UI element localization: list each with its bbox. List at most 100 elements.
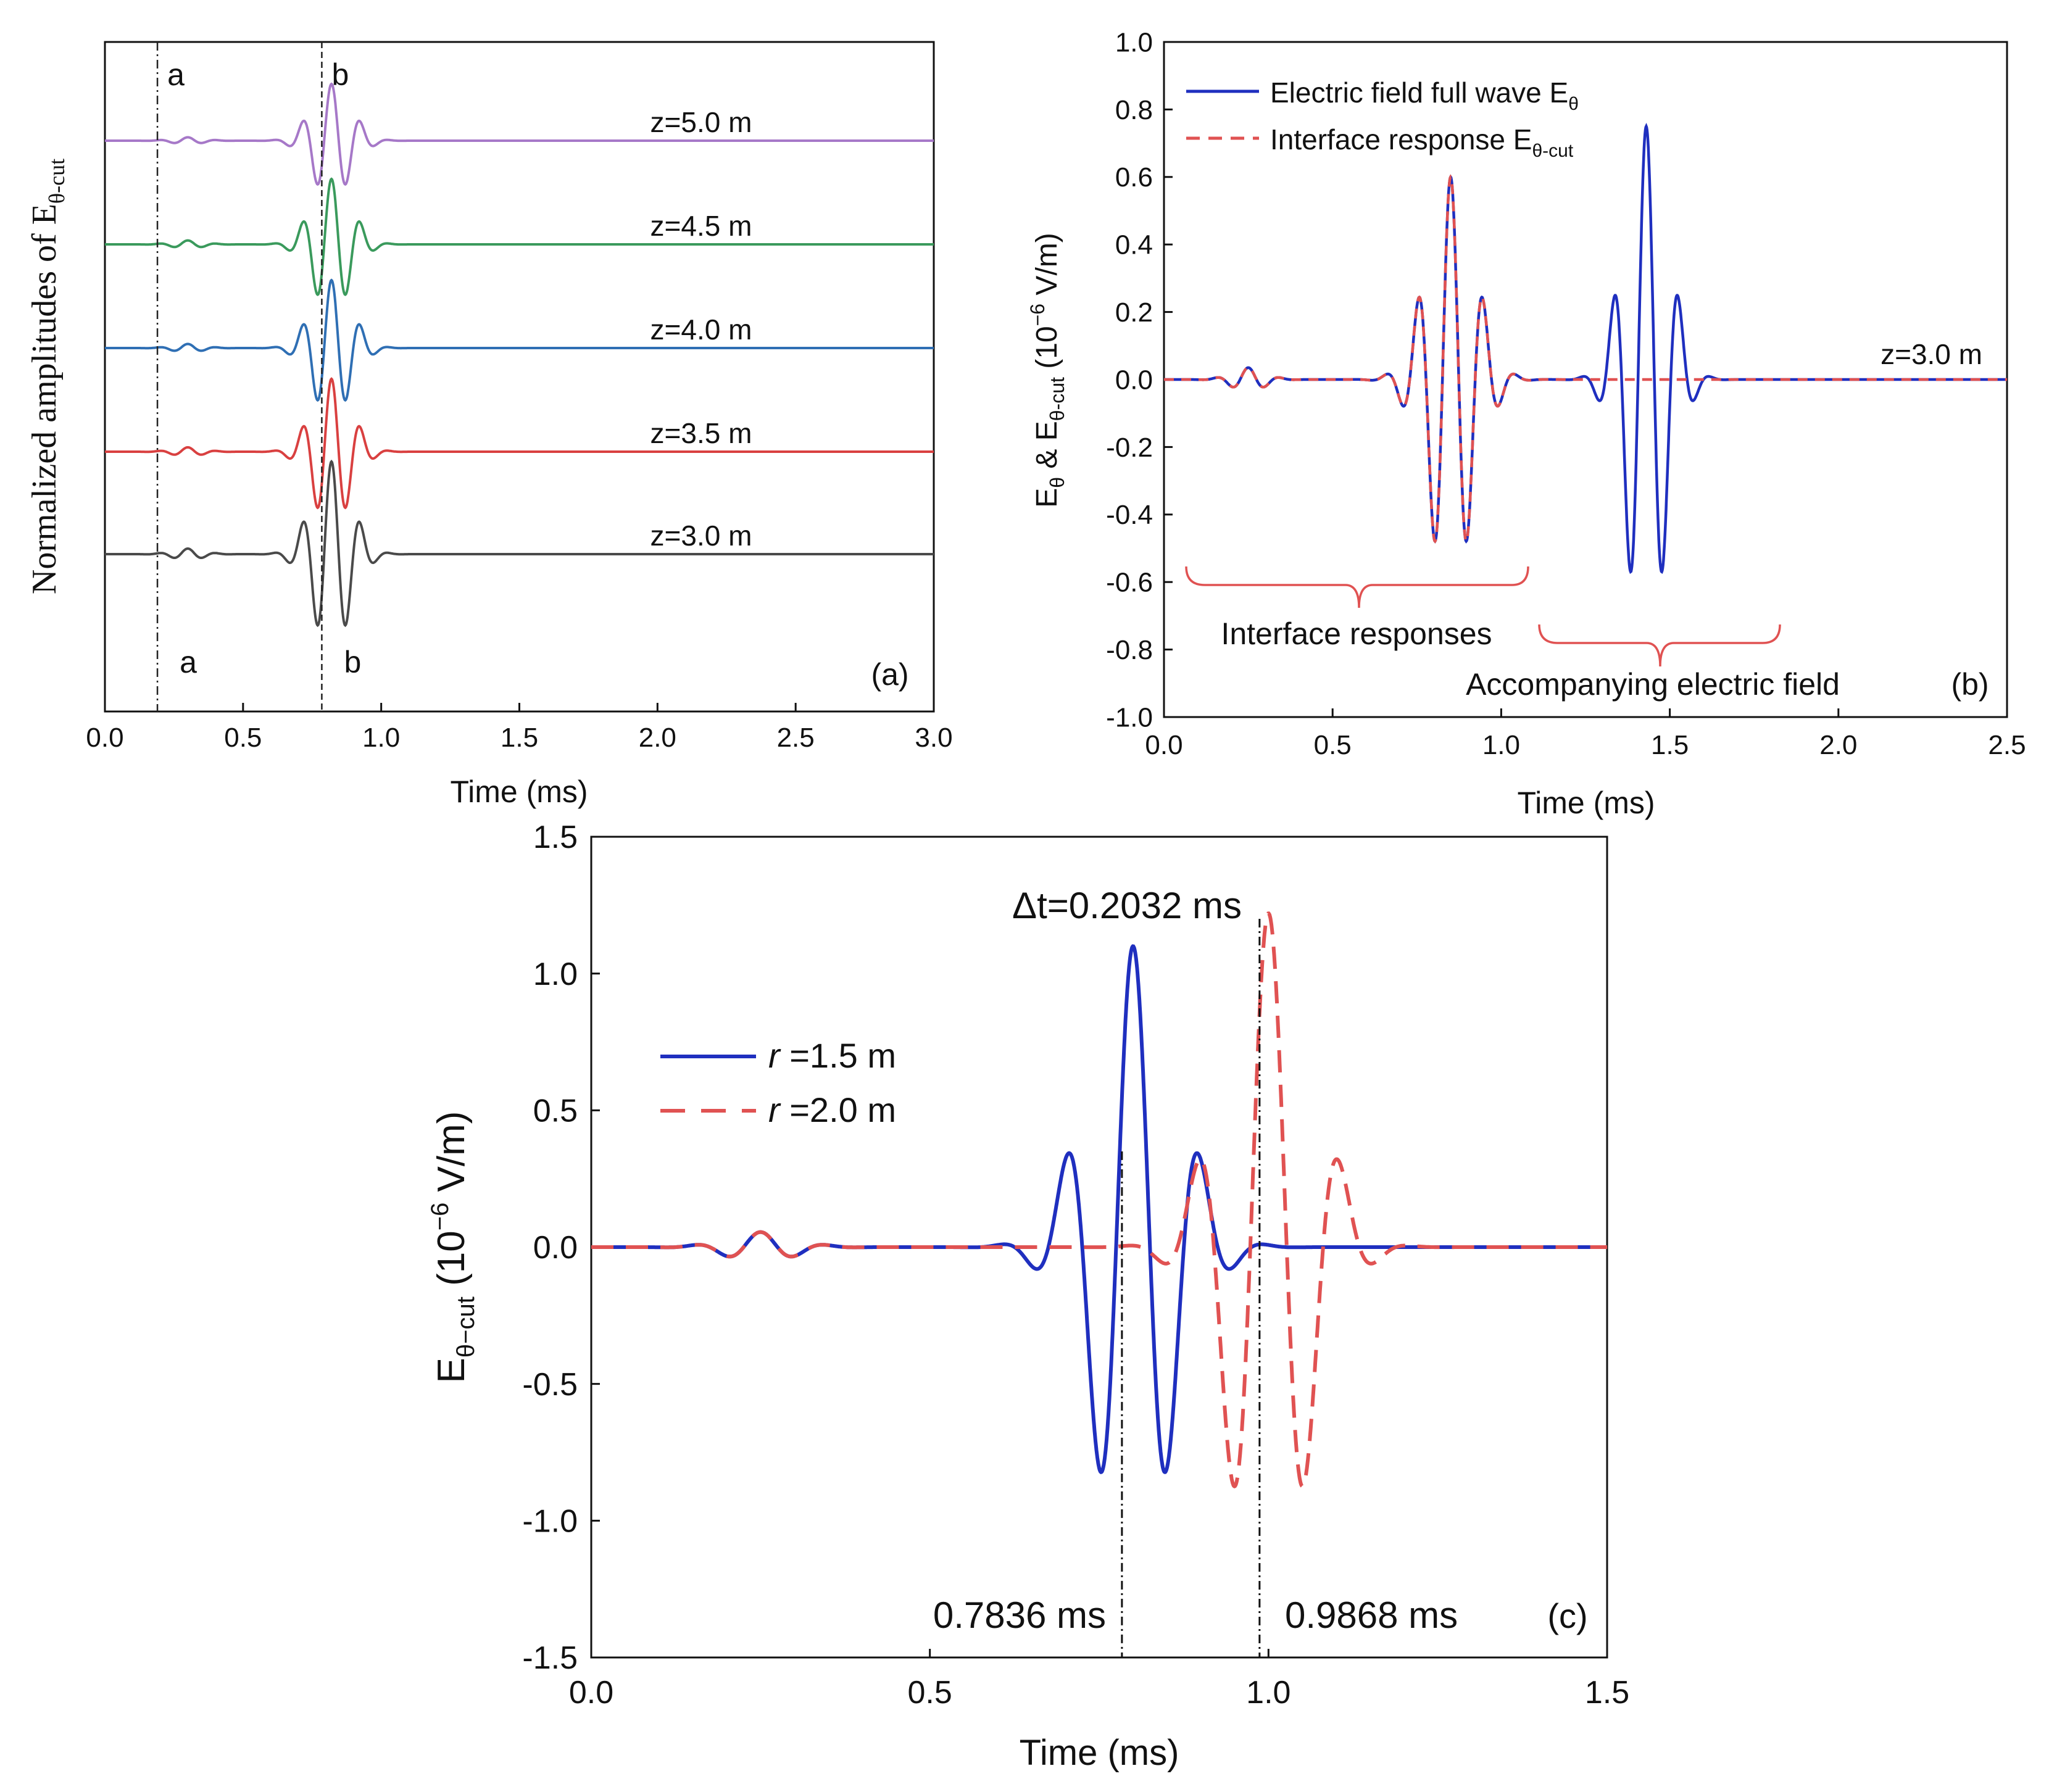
panel-a-marker-bottom-a: a <box>180 645 197 679</box>
panel-a-x-tick-label-6: 3.0 <box>915 723 952 753</box>
panel-a-marker-top-a: a <box>167 57 185 92</box>
panel-c-y-title-unit-b: V/m) <box>430 1111 473 1203</box>
panel-a-x-tick-label-1: 0.5 <box>224 723 262 753</box>
panel-c-y-tick-label-1: 1.0 <box>533 956 578 992</box>
panel-c-x-tick-label-3: 1.5 <box>1585 1675 1629 1711</box>
panel-b-brace-accompanying <box>1538 624 1781 667</box>
panel-a-x-ticks: 0.0 0.5 1.0 1.5 2.0 2.5 3.0 <box>86 703 953 753</box>
panel-a-series-line-1 <box>105 177 934 296</box>
panel-a-x-tick-label-2: 1.0 <box>362 723 400 753</box>
panel-a-plot-frame <box>104 41 935 713</box>
panel-c-vertical-lines <box>1121 919 1261 1657</box>
panel-c-y-tick-label-5: -1.0 <box>522 1504 578 1540</box>
panel-c-y-tick-label-4: -0.5 <box>522 1367 578 1403</box>
panel-a-y-axis-title-sub: θ-cut <box>44 159 69 204</box>
panel-c-legend-label-r15: r =1.5 m <box>768 1036 896 1075</box>
panel-b-legend-label-interface: Interface response Eθ-cut <box>1270 123 1574 161</box>
panel-c-legend: r =1.5 m r =2.0 m <box>660 1036 896 1129</box>
panel-a-series-label-0: z=5.0 m <box>650 106 752 138</box>
panel-a-x-tick-label-5: 2.5 <box>777 723 815 753</box>
panel-b-y-tick-label-4: 0.2 <box>1115 297 1153 328</box>
panel-b-legend-sub-full-wave: θ <box>1568 94 1579 114</box>
panel-a-series-label-4: z=3.0 m <box>650 520 752 552</box>
panel-c-y-title-e: E <box>430 1358 473 1383</box>
panel-b-annotation-accompanying: Accompanying electric field <box>1466 667 1840 702</box>
panel-b-x-tick-label-4: 2.0 <box>1819 730 1857 760</box>
panel-b-y-tick-label-2: 0.6 <box>1115 162 1153 193</box>
panel-b-y-title-unit-a: (10 <box>1031 326 1063 377</box>
panel-c-vline-label-2: 0.9868 ms <box>1285 1595 1458 1636</box>
panel-c-x-tick-label-2: 1.0 <box>1246 1675 1290 1711</box>
panel-a-series-labels: z=5.0 m z=4.5 m z=4.0 m z=3.5 m z=3.0 m <box>650 106 752 552</box>
panel-a-series-line-0 <box>105 82 934 186</box>
panel-a-marker-top-b: b <box>332 57 349 92</box>
panel-c-y-tick-label-6: -1.5 <box>522 1640 578 1676</box>
panel-a-marker-bottom-b: b <box>344 645 362 679</box>
panel-b-y-tick-label-5: 0.0 <box>1115 365 1153 395</box>
panel-a-marker-lines: a a b b <box>156 42 362 711</box>
panel-b-x-axis-title: Time (ms) <box>1517 786 1655 820</box>
panel-b-legend: Electric field full wave Eθ Interface re… <box>1186 77 1579 161</box>
panel-a-series-line-3 <box>105 377 934 510</box>
panel-a-y-axis-title-main: Normalized amplitudes of E <box>25 204 64 594</box>
panel-c-legend-r15-text: =1.5 m <box>780 1036 896 1075</box>
panel-c-y-tick-label-2: 0.5 <box>533 1093 578 1129</box>
panel-b-y-title-e: E <box>1031 488 1063 508</box>
panel-b-y-title-mid: & E <box>1031 421 1063 477</box>
panel-b-y-axis-title: Eθ & Eθ-cut (10−6 V/m) <box>1026 233 1068 508</box>
panel-a-series-label-2: z=4.0 m <box>650 313 752 346</box>
panel-b-x-tick-label-5: 2.5 <box>1988 730 2026 760</box>
panel-b-y-title-sub2: θ-cut <box>1046 377 1068 421</box>
panel-c-x-tick-label-1: 0.5 <box>908 1675 952 1711</box>
panel-c-x-ticks: 0.0 0.5 1.0 1.5 <box>569 1649 1629 1711</box>
panel-c-series-line-1 <box>591 911 1607 1489</box>
panel-c-y-ticks: 1.5 1.0 0.5 0.0 -0.5 -1.0 -1.5 <box>522 819 600 1676</box>
panel-c-vline-label-1: 0.7836 ms <box>933 1595 1106 1636</box>
panel-b-y-ticks: 1.0 0.8 0.6 0.4 0.2 0.0 -0.2 -0.4 -0.6 -0.8 -1.0 <box>1106 27 1173 732</box>
panel-b-x-ticks: 0.0 0.5 1.0 1.5 2.0 2.5 <box>1145 708 2026 760</box>
panel-c-legend-r15-symbol: r <box>768 1036 781 1075</box>
panel-c-legend-r20-symbol: r <box>768 1090 781 1129</box>
panel-b-y-title-sup: −6 <box>1026 304 1049 326</box>
panel-c-y-title-sup: −6 <box>426 1203 454 1231</box>
panel-c-y-title-sub: θ−cut <box>452 1296 480 1358</box>
panel-b-legend-label-full-wave: Electric field full wave Eθ <box>1270 77 1579 114</box>
panel-c-y-tick-label-0: 1.5 <box>533 819 578 855</box>
panel-a-x-tick-label-3: 1.5 <box>501 723 538 753</box>
panel-b-x-tick-label-1: 0.5 <box>1314 730 1352 760</box>
panel-c-y-axis-title: Eθ−cut (10−6 V/m) <box>426 1111 480 1383</box>
panel-b-y-tick-label-9: -0.8 <box>1106 635 1153 665</box>
panel-a-y-axis-title: Normalized amplitudes of Eθ-cut <box>25 159 69 594</box>
panel-c-series-line-0 <box>591 944 1607 1474</box>
panel-b-x-tick-label-2: 1.0 <box>1482 730 1520 760</box>
panel-b-annotation-interface: Interface responses <box>1221 616 1492 651</box>
panel-b-y-tick-label-8: -0.6 <box>1106 568 1153 598</box>
panel-b-label: (b) <box>1951 667 1989 702</box>
panel-c-title: Δt=0.2032 ms <box>1012 885 1242 926</box>
panel-a-series-label-3: z=3.5 m <box>650 417 752 449</box>
panel-c: 1.5 1.0 0.5 0.0 -0.5 -1.0 -1.5 0.0 0.5 1.0 1.5 r … <box>426 819 1629 1773</box>
panel-b-series-lines <box>1164 123 2007 575</box>
panel-a-x-tick-label-4: 2.0 <box>639 723 676 753</box>
panel-a-x-tick-label-0: 0.0 <box>86 723 123 753</box>
panel-b-y-tick-label-10: -1.0 <box>1106 702 1153 732</box>
panel-b-y-tick-label-1: 0.8 <box>1115 95 1153 125</box>
panel-a-x-axis-title: Time (ms) <box>450 774 588 809</box>
panel-b-brace-interface <box>1185 566 1529 608</box>
panel-c-series-lines <box>591 911 1607 1489</box>
panel-b-x-tick-label-0: 0.0 <box>1145 730 1182 760</box>
panel-b-y-tick-label-3: 0.4 <box>1115 230 1153 260</box>
panel-c-legend-label-r20: r =2.0 m <box>768 1090 896 1129</box>
panel-c-legend-r20-text: =2.0 m <box>780 1090 896 1129</box>
panel-b-y-tick-label-7: -0.4 <box>1106 500 1153 530</box>
panel-b-y-tick-label-6: -0.2 <box>1106 433 1153 463</box>
panel-b-x-tick-label-3: 1.5 <box>1651 730 1689 760</box>
panel-c-label: (c) <box>1547 1596 1587 1635</box>
panel-a-series-lines <box>105 82 934 628</box>
panel-b: 1.0 0.8 0.6 0.4 0.2 0.0 -0.2 -0.4 -0.6 -0.8 -1.0 0… <box>1026 27 2026 820</box>
panel-c-x-axis-title: Time (ms) <box>1020 1733 1179 1773</box>
panel-a-series-line-2 <box>105 278 934 402</box>
panel-b-y-title-sub1: θ <box>1046 477 1068 488</box>
panel-a-label: (a) <box>871 657 908 692</box>
